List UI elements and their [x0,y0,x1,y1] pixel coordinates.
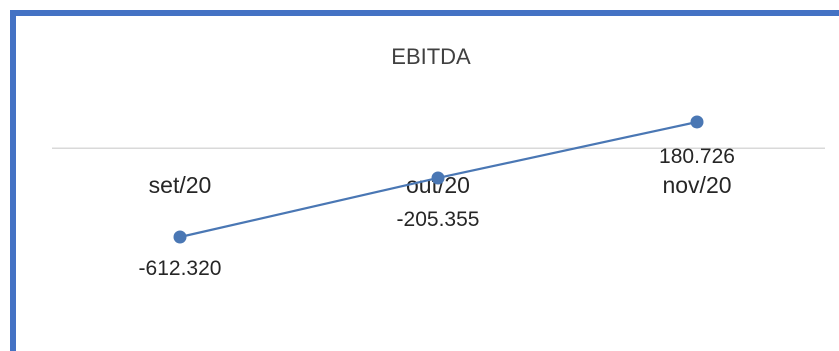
data-point [431,171,445,185]
data-label: 180.726 [659,145,735,168]
chart-border-top [10,10,839,16]
chart-border-left [10,10,16,351]
data-label: -612.320 [139,257,222,280]
data-label: -205.355 [397,208,480,231]
category-label: set/20 [149,172,212,198]
category-label: nov/20 [662,172,731,198]
chart-title: EBITDA [391,44,471,69]
data-point [173,230,187,244]
data-point [690,115,704,129]
